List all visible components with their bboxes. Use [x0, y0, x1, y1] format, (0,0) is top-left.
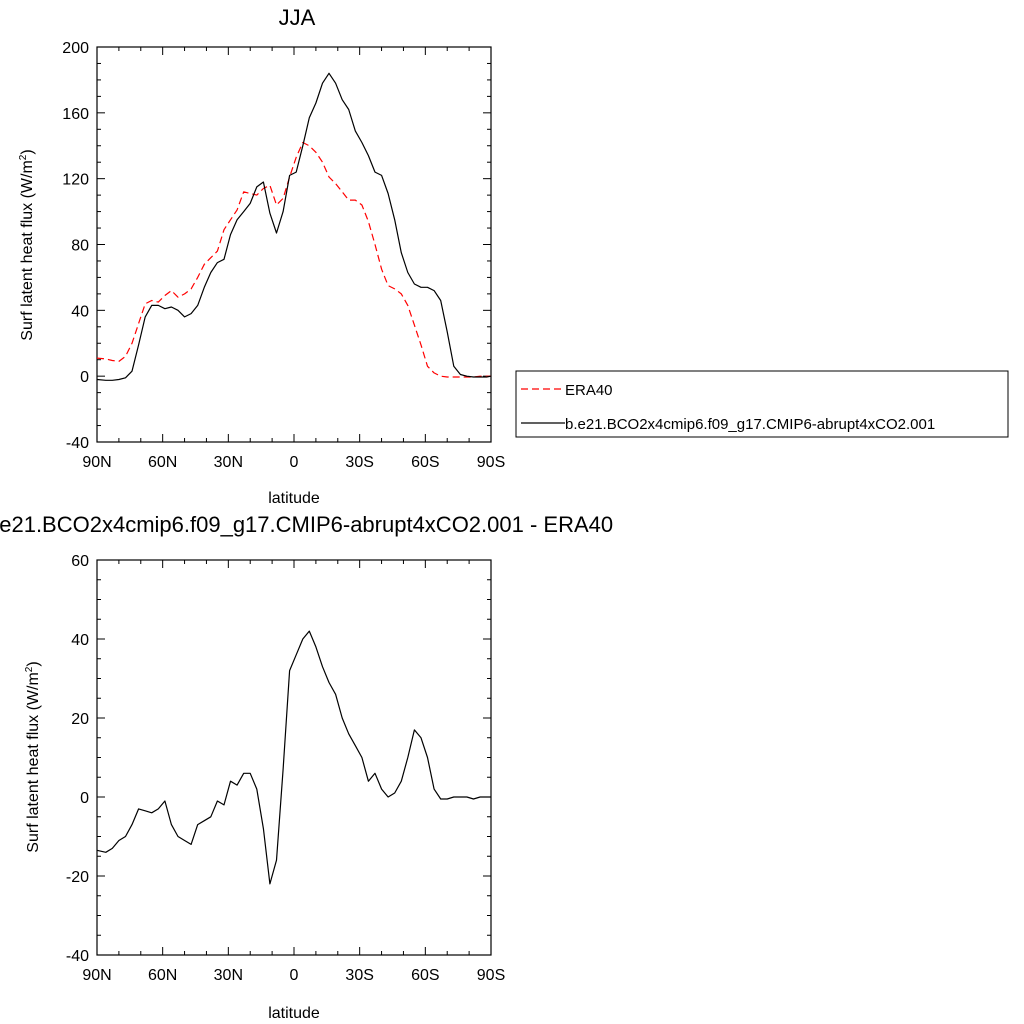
legend-label-era40: ERA40 [565, 382, 613, 399]
top-ytick-label: 160 [62, 106, 89, 123]
legend: ERA40 b.e21.BCO2x4cmip6.f09_g17.CMIP6-ab… [515, 370, 1009, 438]
bottom-xtick-label: 60S [411, 967, 439, 984]
top-series-line-0 [96, 141, 491, 378]
bottom-series-line-0 [96, 630, 491, 885]
bottom-xtick-label: 0 [290, 967, 299, 984]
bottom-panel: b.e21.BCO2x4cmip6.f09_g17.CMIP6-abrupt4x… [0, 512, 613, 1022]
bottom-ytick-label: 20 [71, 711, 89, 728]
bottom-ytick-label: -40 [66, 948, 89, 965]
top-xtick-label: 0 [290, 454, 299, 471]
top-xtick-label: 60N [148, 454, 177, 471]
top-x-axis-label: latitude [268, 490, 320, 507]
bottom-xtick-label: 90S [477, 967, 505, 984]
bottom-plot-frame [96, 559, 492, 956]
top-ytick-label: -40 [66, 435, 89, 452]
top-ytick-label: 120 [62, 172, 89, 189]
bottom-y-axis-label: Surf latent heat flux (W/m2) [24, 661, 42, 852]
top-chart-title: JJA [279, 5, 316, 30]
top-xtick-label: 90N [82, 454, 111, 471]
legend-label-model: b.e21.BCO2x4cmip6.f09_g17.CMIP6-abrupt4x… [565, 416, 935, 433]
legend-box [515, 370, 1009, 438]
top-y-axis-label: Surf latent heat flux (W/m2) [18, 149, 36, 340]
bottom-xtick-label: 90N [82, 967, 111, 984]
top-plot-frame [96, 46, 492, 443]
top-ytick-label: 40 [71, 303, 89, 320]
top-panel: JJA -40 0 40 80 120 160 200 90N 60N 30N 0 30S 60S 90S… [18, 5, 1009, 507]
top-xtick-label: 30S [345, 454, 373, 471]
bottom-x-axis-label: latitude [268, 1005, 320, 1022]
bottom-chart-title: b.e21.BCO2x4cmip6.f09_g17.CMIP6-abrupt4x… [0, 512, 613, 537]
top-series-line-1 [96, 72, 492, 381]
top-xtick-label: 90S [477, 454, 505, 471]
bottom-ytick-label: -20 [66, 869, 89, 886]
bottom-ytick-label: 40 [71, 632, 89, 649]
top-ytick-label: 0 [80, 369, 89, 386]
top-ytick-label: 200 [62, 40, 89, 57]
bottom-xtick-label: 30S [345, 967, 373, 984]
bottom-ytick-label: 0 [80, 790, 89, 807]
top-xtick-label: 30N [214, 454, 243, 471]
bottom-xtick-label: 30N [214, 967, 243, 984]
top-xtick-label: 60S [411, 454, 439, 471]
bottom-ytick-label: 60 [71, 553, 89, 570]
bottom-xtick-label: 60N [148, 967, 177, 984]
top-ytick-label: 80 [71, 238, 89, 255]
